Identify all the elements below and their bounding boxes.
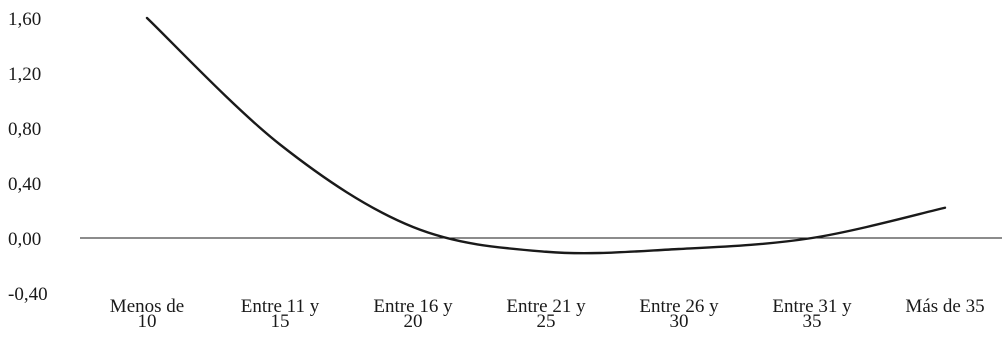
x-tick-label-line: 20 bbox=[404, 311, 423, 332]
x-tick-label: Entre 16 y 20 bbox=[373, 296, 453, 332]
y-tick-label: 1,60 bbox=[8, 9, 41, 30]
y-tick-label: -0,40 bbox=[8, 284, 48, 305]
data-point bbox=[411, 225, 416, 230]
data-point bbox=[810, 236, 815, 241]
x-tick-label-line: Entre 11 y bbox=[241, 296, 320, 317]
y-tick-label: 1,20 bbox=[8, 64, 41, 85]
x-tick-label-line: 15 bbox=[271, 311, 290, 332]
x-tick-label-line: Entre 26 y bbox=[639, 296, 719, 317]
y-tick-label: 0,40 bbox=[8, 174, 41, 195]
data-point bbox=[145, 16, 150, 21]
x-tick-label-line: 25 bbox=[537, 311, 556, 332]
x-tick-label-line: Menos de bbox=[110, 296, 184, 317]
x-tick-label: Menos de 10 bbox=[110, 296, 184, 332]
x-tick-label: Entre 11 y 15 bbox=[241, 296, 320, 332]
x-tick-label-line: 30 bbox=[670, 311, 689, 332]
data-point bbox=[677, 247, 682, 252]
data-point bbox=[278, 142, 283, 147]
x-tick-label: Entre 21 y 25 bbox=[506, 296, 586, 332]
y-tick-label: 0,80 bbox=[8, 119, 41, 140]
x-tick-label-line: 35 bbox=[803, 311, 822, 332]
x-tick-label: Entre 26 y 30 bbox=[639, 296, 719, 332]
data-point bbox=[544, 249, 549, 254]
y-tick-label: 0,00 bbox=[8, 229, 41, 250]
series-line bbox=[145, 16, 947, 255]
x-tick-label-line: 10 bbox=[138, 311, 157, 332]
data-point bbox=[943, 205, 948, 210]
x-tick-label-line: Entre 31 y bbox=[772, 296, 852, 317]
x-tick-label: Más de 35 bbox=[905, 296, 984, 317]
x-tick-label-line: Entre 16 y bbox=[373, 296, 453, 317]
x-tick-label-line: Más de 35 bbox=[905, 296, 984, 317]
x-tick-label: Entre 31 y 35 bbox=[772, 296, 852, 332]
x-tick-label-line: Entre 21 y bbox=[506, 296, 586, 317]
